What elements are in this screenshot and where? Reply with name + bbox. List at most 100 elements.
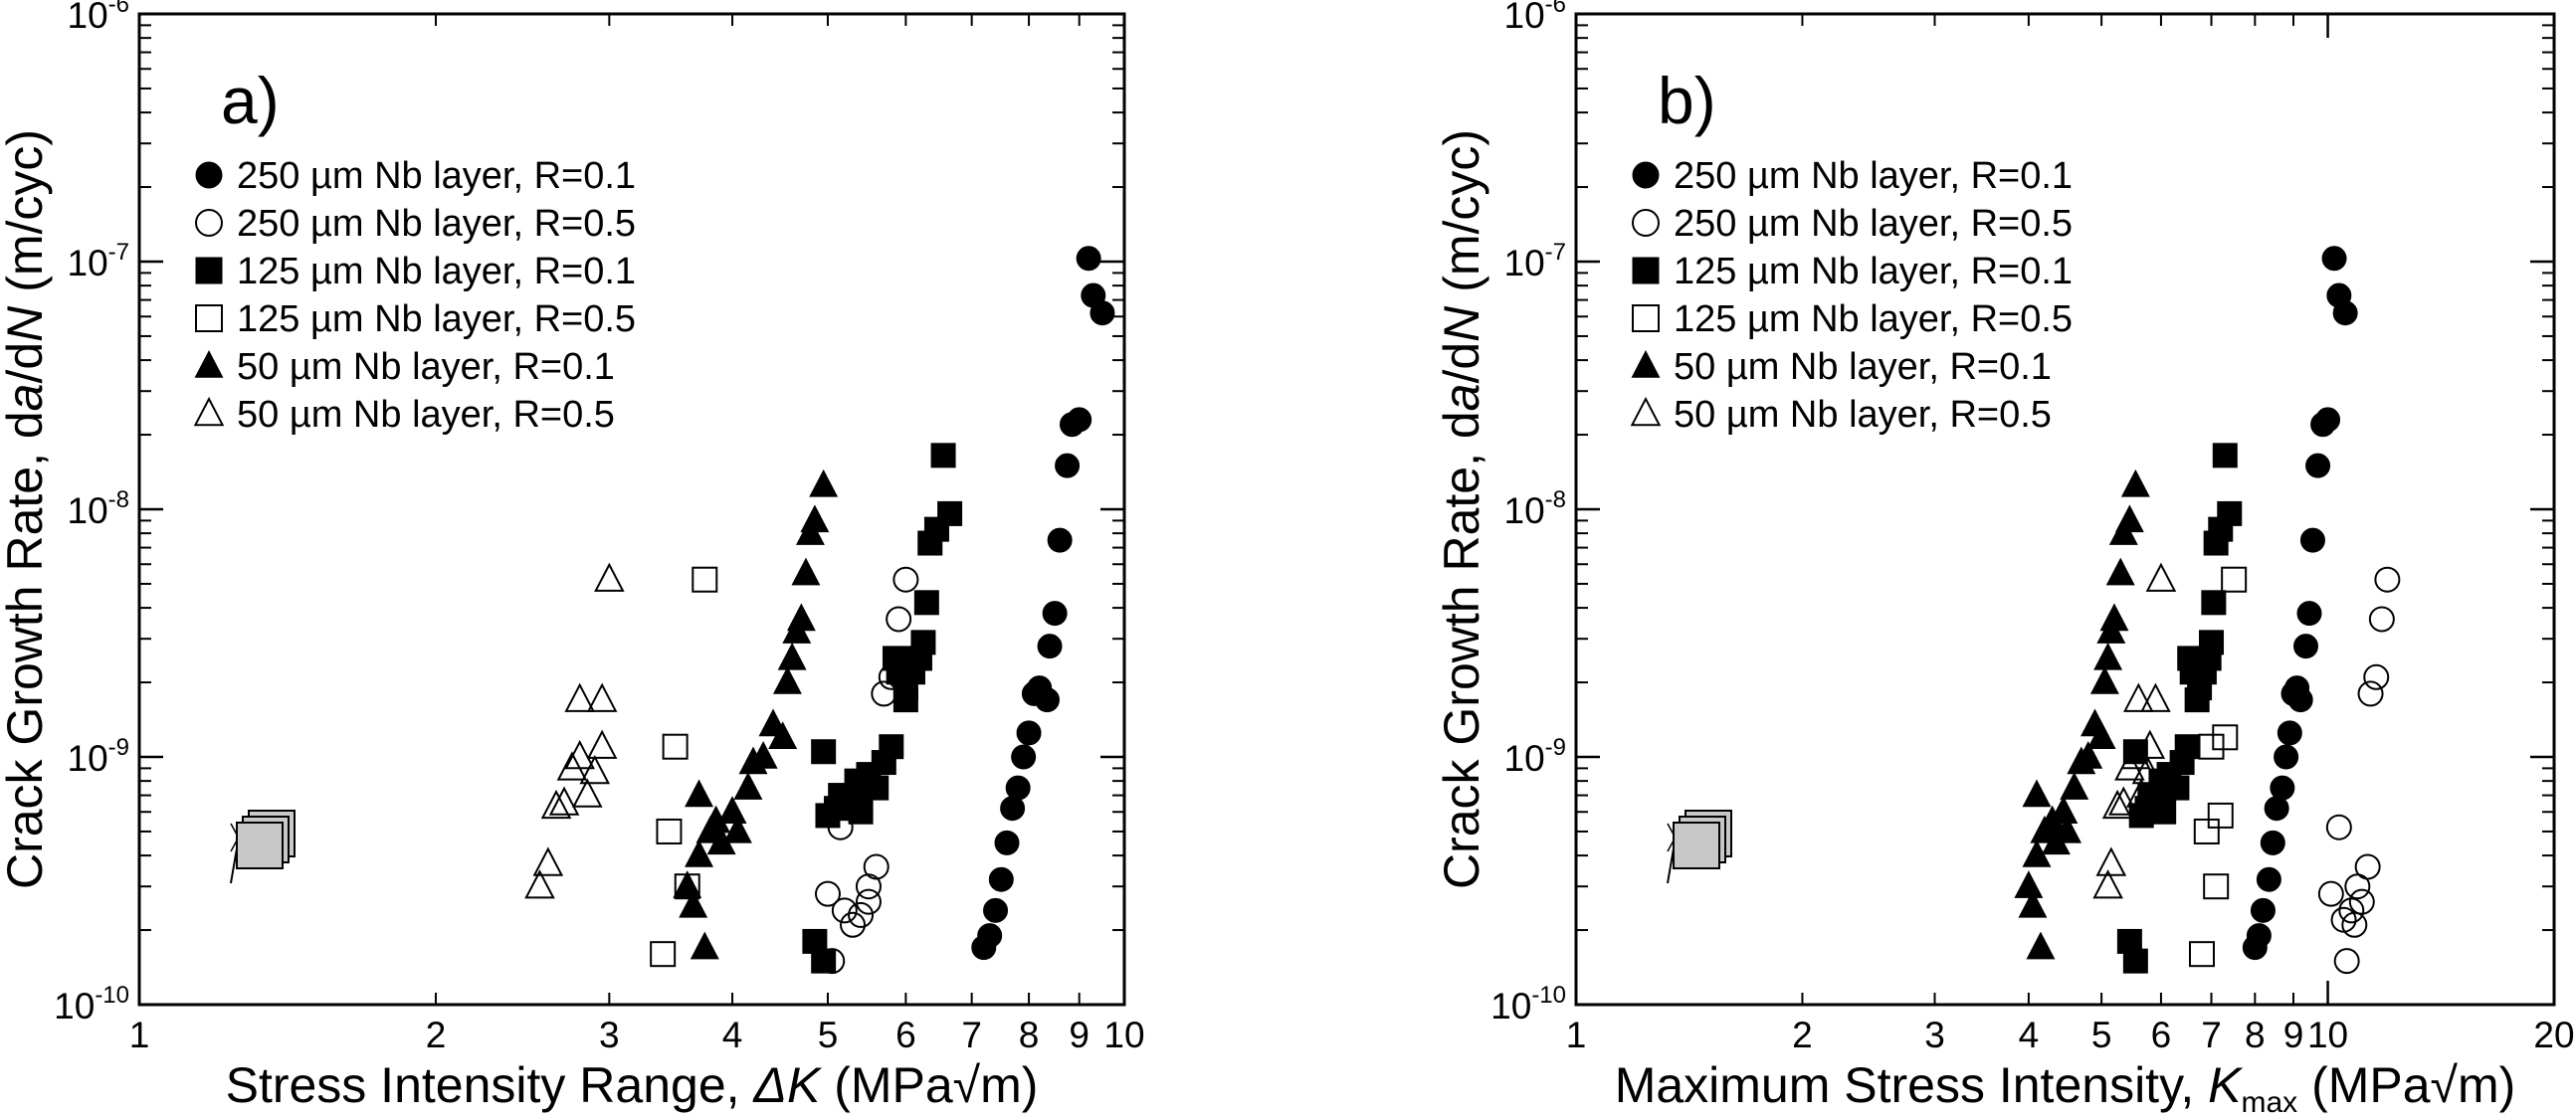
series-1 (971, 246, 1115, 961)
data-point (2333, 948, 2360, 975)
data-point (594, 562, 625, 592)
data-point (1067, 407, 1092, 433)
x-axis-label-main: Stress Intensity Range, (226, 1057, 754, 1113)
data-point (2089, 666, 2119, 694)
data-point (2270, 775, 2295, 801)
x-tick-label: 3 (1924, 1015, 1945, 1055)
y-tick-label: 10-10 (54, 982, 129, 1027)
data-point (2332, 300, 2358, 326)
data-point (2217, 500, 2243, 526)
data-point (855, 873, 882, 900)
y-tick-label: 10-9 (68, 734, 130, 779)
data-point (831, 897, 858, 924)
legend-marker (1632, 209, 1660, 237)
data-point (2145, 562, 2177, 592)
glyph-square (1673, 822, 1720, 869)
data-point (879, 734, 904, 760)
x-tick-label: 1 (1566, 1015, 1587, 1055)
data-point (656, 818, 683, 844)
series-5 (673, 468, 839, 960)
data-point (685, 840, 713, 867)
data-point (673, 870, 702, 898)
legend-marker (195, 257, 223, 284)
data-point (2317, 880, 2344, 907)
data-point (2246, 923, 2272, 949)
y-tick-exponent: -9 (1545, 734, 1566, 761)
x-axis-label-unit: (MPa√m) (2297, 1057, 2515, 1113)
x-axis-label-symbol: ΔK (752, 1057, 823, 1113)
data-point (937, 500, 963, 526)
data-point (814, 880, 841, 907)
x-tick-label: 3 (599, 1015, 620, 1055)
data-point (2325, 814, 2352, 840)
data-point (2122, 682, 2154, 712)
data-point (994, 830, 1020, 855)
y-tick-base: 10 (68, 243, 108, 283)
data-point (717, 796, 747, 824)
data-point (768, 721, 798, 749)
legend-marker (193, 396, 225, 427)
y-tick-label: 10-7 (1504, 239, 1567, 283)
legend-entry-label: 125 µm Nb layer, R=0.1 (237, 251, 636, 292)
panel-label: a) (221, 64, 280, 137)
data-point (2101, 789, 2133, 820)
data-point (2287, 687, 2313, 713)
y-axis-label-slash: /d (1434, 342, 1489, 384)
data-point (2274, 744, 2299, 770)
data-point (2354, 853, 2381, 880)
x-tick-label: 9 (1069, 1015, 1090, 1055)
data-point (910, 630, 936, 655)
legend-marker (1632, 304, 1660, 332)
data-point (2174, 734, 2200, 760)
data-point (2203, 873, 2230, 900)
y-axis-label-slash: /d (0, 342, 53, 384)
x-tick-label: 20 (2533, 1015, 2574, 1055)
series-3 (2116, 443, 2243, 974)
data-point (685, 779, 713, 808)
x-axis-label-subscript: max (2242, 1086, 2298, 1119)
y-axis-ticks: 10-10 10-9 10-8 10-7 10-6 (1490, 0, 2554, 1027)
legend-marker (1631, 349, 1661, 378)
series-5 (2014, 468, 2150, 960)
legend-entry-label: 125 µm Nb layer, R=0.5 (1674, 298, 2073, 340)
data-point (772, 666, 802, 694)
y-tick-base: 10 (1504, 738, 1545, 779)
data-point (556, 751, 588, 781)
data-point (524, 869, 555, 899)
data-point (864, 775, 890, 801)
data-point (2368, 606, 2395, 633)
series-4 (2189, 566, 2248, 968)
legend-entry-label: 250 µm Nb layer, R=0.5 (237, 203, 636, 245)
data-point (2026, 931, 2056, 960)
y-tick-exponent: -7 (1545, 239, 1566, 266)
series-4 (650, 566, 718, 968)
data-point (1037, 634, 1063, 659)
data-point (2357, 680, 2384, 707)
y-tick-label: 10-10 (1490, 982, 1566, 1027)
data-point (848, 799, 874, 825)
y-tick-exponent: -7 (108, 239, 129, 266)
data-point (548, 786, 580, 816)
data-point (988, 866, 1014, 892)
data-point (679, 889, 708, 918)
x-tick-label: 1 (129, 1015, 150, 1055)
data-point (2018, 889, 2048, 918)
data-point (2122, 948, 2148, 974)
y-axis-label-main: Crack Growth Rate, d (1434, 411, 1489, 889)
data-point (2125, 778, 2157, 808)
y-tick-label: 10-6 (1504, 0, 1567, 36)
data-point (2199, 630, 2225, 655)
y-tick-label: 10-8 (1504, 486, 1567, 531)
x-tick-label: 7 (961, 1015, 982, 1055)
data-point (2022, 779, 2052, 808)
series-1 (2242, 246, 2358, 961)
data-point (586, 729, 618, 759)
data-point (983, 897, 1009, 923)
data-point (2221, 566, 2248, 593)
data-point (2212, 443, 2238, 468)
data-point (2212, 724, 2239, 751)
y-axis-label: Crack Growth Rate, da/dN (m/cyc) (0, 129, 53, 889)
y-axis-label-main: Crack Growth Rate, d (0, 411, 53, 889)
